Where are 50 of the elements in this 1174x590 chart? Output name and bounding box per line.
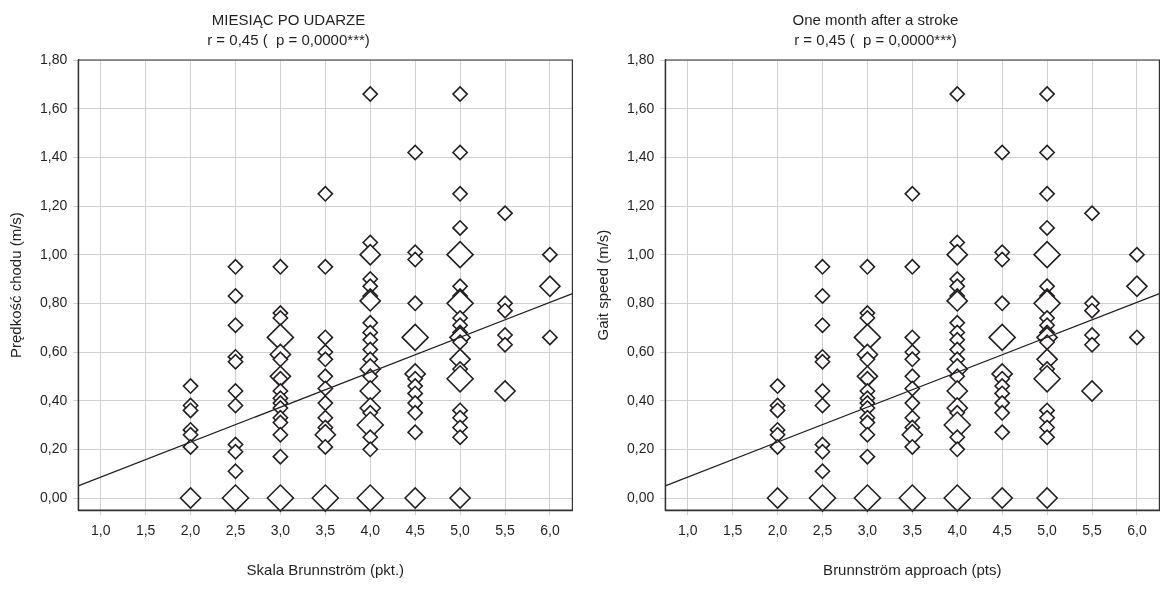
y-tick-label: 0,20: [40, 440, 68, 457]
x-tick-label: 1,5: [722, 522, 743, 539]
y-tick-label: 1,80: [40, 50, 68, 67]
x-tick-label: 6,0: [1127, 522, 1147, 539]
x-tick-label: 1,5: [135, 522, 156, 539]
y-tick-label: 0,60: [40, 342, 68, 359]
x-tick-label: 4,5: [992, 522, 1013, 539]
y-tick-label: 1,20: [627, 196, 655, 213]
y-tick-label: 0,80: [627, 294, 655, 311]
x-tick-label: 2,0: [180, 522, 201, 539]
x-tick-label: 2,0: [767, 522, 788, 539]
x-tick-label: 3,5: [902, 522, 923, 539]
chart-title: One month after a stroke: [792, 11, 959, 29]
chart-title: MIESIĄC PO UDARZE: [211, 11, 366, 29]
y-tick-label: 1,00: [627, 245, 655, 262]
y-tick-label: 1,80: [627, 50, 655, 67]
y-tick-label: 1,00: [40, 245, 68, 262]
x-tick-label: 5,0: [1037, 522, 1058, 539]
y-axis-title: Prędkość chodu (m/s): [7, 212, 25, 359]
y-tick-label: 0,40: [40, 391, 68, 408]
x-tick-label: 3,0: [270, 522, 291, 539]
y-tick-label: 0,80: [40, 294, 68, 311]
x-tick-label: 4,5: [405, 522, 426, 539]
y-tick-label: 1,60: [40, 99, 68, 116]
y-tick-label: 0,00: [40, 488, 68, 505]
y-tick-label: 1,40: [627, 148, 655, 165]
x-tick-label: 3,5: [315, 522, 336, 539]
x-tick-label: 3,0: [857, 522, 878, 539]
y-tick-label: 0,40: [627, 391, 655, 408]
x-tick-label: 5,5: [495, 522, 515, 539]
y-tick-label: 0,20: [627, 440, 655, 457]
y-tick-label: 0,60: [627, 342, 655, 359]
x-axis-title: Skala Brunnström (pkt.): [246, 561, 405, 579]
y-tick-label: 1,40: [40, 148, 68, 165]
x-axis-title: Brunnström approach (pts): [823, 561, 1002, 579]
x-tick-label: 4,0: [947, 522, 968, 539]
y-tick-label: 0,00: [627, 488, 655, 505]
x-tick-label: 4,0: [360, 522, 381, 539]
x-tick-label: 1,0: [677, 522, 698, 539]
chart-subtitle: r = 0,45 ( p = 0,0000***): [207, 31, 370, 49]
x-tick-label: 6,0: [540, 522, 560, 539]
x-tick-label: 5,0: [450, 522, 471, 539]
x-tick-label: 2,5: [812, 522, 833, 539]
x-tick-label: 2,5: [225, 522, 246, 539]
y-tick-label: 1,20: [40, 196, 68, 213]
y-tick-label: 1,60: [627, 99, 655, 116]
x-tick-label: 5,5: [1082, 522, 1102, 539]
y-axis-title: Gait speed (m/s): [594, 229, 612, 341]
chart-subtitle: r = 0,45 ( p = 0,0000***): [794, 31, 957, 49]
x-tick-label: 1,0: [90, 522, 111, 539]
